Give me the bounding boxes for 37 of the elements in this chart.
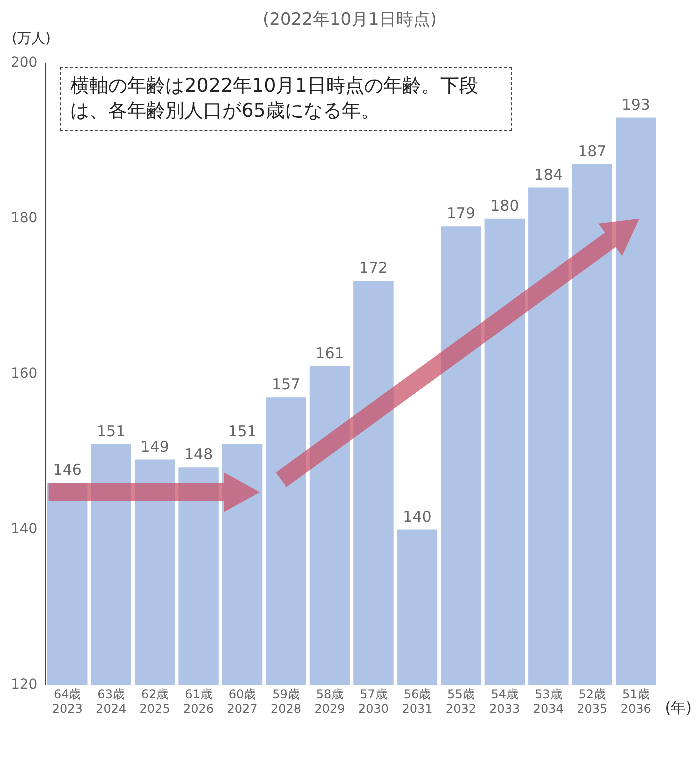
data-label: 193 xyxy=(622,96,650,114)
y-axis-title: (万人) xyxy=(12,30,51,48)
x-tick-label: 59歳 2028 xyxy=(270,688,302,716)
data-label: 140 xyxy=(403,508,432,526)
y-tick-label: 200 xyxy=(10,55,38,72)
x-tick-label: 55歳 2032 xyxy=(446,688,476,716)
x-tick-label: 61歳 2026 xyxy=(184,688,214,716)
data-label: 157 xyxy=(272,376,301,394)
x-tick-label: 62歳 2025 xyxy=(140,688,170,716)
y-tick-label: 140 xyxy=(10,521,38,538)
x-axis-title: (年) xyxy=(665,699,692,718)
annotation: 横軸の年齢は2022年10月1日時点の年齢。下段は、各年齢別人口が65歳になる年。 xyxy=(60,67,512,131)
x-tick-label: 57歳 2030 xyxy=(358,688,389,716)
x-tick-label: 52歳 2035 xyxy=(577,688,608,716)
data-label: 179 xyxy=(446,204,476,223)
y-tick-label: 180 xyxy=(10,210,38,226)
data-label: 180 xyxy=(490,196,520,215)
y-tick-label: 120 xyxy=(10,676,38,693)
data-label: 184 xyxy=(534,166,563,184)
x-tick-label: 56歳 2031 xyxy=(402,688,433,716)
x-tick-label: 58歳 2029 xyxy=(314,688,346,716)
x-tick-label: 51歳 2036 xyxy=(620,688,652,716)
x-tick-label: 54歳 2033 xyxy=(490,688,520,716)
data-label: 146 xyxy=(53,461,82,480)
x-tick-label: 53歳 2034 xyxy=(533,688,564,716)
x-tick-label: 60歳 2027 xyxy=(227,688,258,716)
y-tick-label: 160 xyxy=(10,366,38,382)
x-tick-label: 64歳 2023 xyxy=(52,688,83,716)
data-label: 149 xyxy=(140,438,170,456)
data-label: 151 xyxy=(97,422,126,440)
chart-title: (2022年10月1日時点) xyxy=(262,9,438,30)
data-label: 151 xyxy=(228,422,257,440)
data-label: 187 xyxy=(578,142,607,160)
x-tick-label: 63歳 2024 xyxy=(96,688,127,716)
data-label: 161 xyxy=(316,344,344,363)
data-label: 172 xyxy=(359,259,388,278)
data-label: 148 xyxy=(184,446,214,464)
